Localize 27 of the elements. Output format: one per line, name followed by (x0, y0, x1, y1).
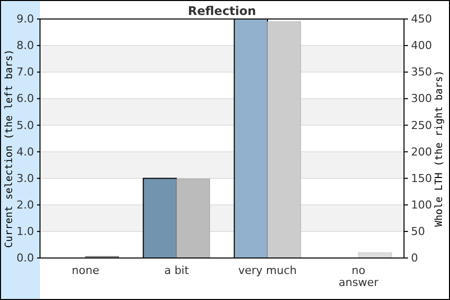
y2-tick-label: 400 (411, 39, 432, 52)
y-tick-label: 9.0 (16, 12, 34, 26)
y2-tick-label: 150 (411, 172, 432, 185)
x-tick-label: none (72, 264, 100, 277)
y2-tick-label: 350 (411, 66, 432, 79)
y-tick-label: 5.0 (16, 118, 34, 132)
x-tick-label: very much (238, 264, 297, 277)
y2-tick-label: 100 (411, 198, 432, 212)
y2-tick-label: 250 (411, 118, 432, 132)
x-tick-label: a bit (164, 264, 190, 277)
y2-tick-label: 50 (411, 224, 425, 238)
y2-tick-label: 0 (411, 252, 418, 265)
y2-axis-title: Whole LTH (the right bars) (434, 70, 445, 227)
y-tick-label: 1.0 (16, 224, 34, 238)
y-tick-label: 3.0 (16, 172, 34, 185)
x-tick-label: no answer (338, 264, 379, 289)
y-axis-title: Current selection (the left bars) (4, 49, 15, 248)
y-tick-label: 7.0 (16, 66, 34, 79)
y-tick-label: 8.0 (16, 39, 34, 52)
y2-tick-label: 300 (411, 92, 432, 106)
y-tick-label: 0.0 (16, 252, 34, 265)
y2-tick-label: 450 (411, 12, 432, 26)
y2-tick-label: 200 (411, 145, 432, 158)
y-tick-label: 6.0 (16, 92, 34, 106)
y-tick-label: 2.0 (16, 198, 34, 212)
chart-title: Reflection (188, 4, 256, 18)
y-tick-label: 4.0 (16, 145, 34, 158)
